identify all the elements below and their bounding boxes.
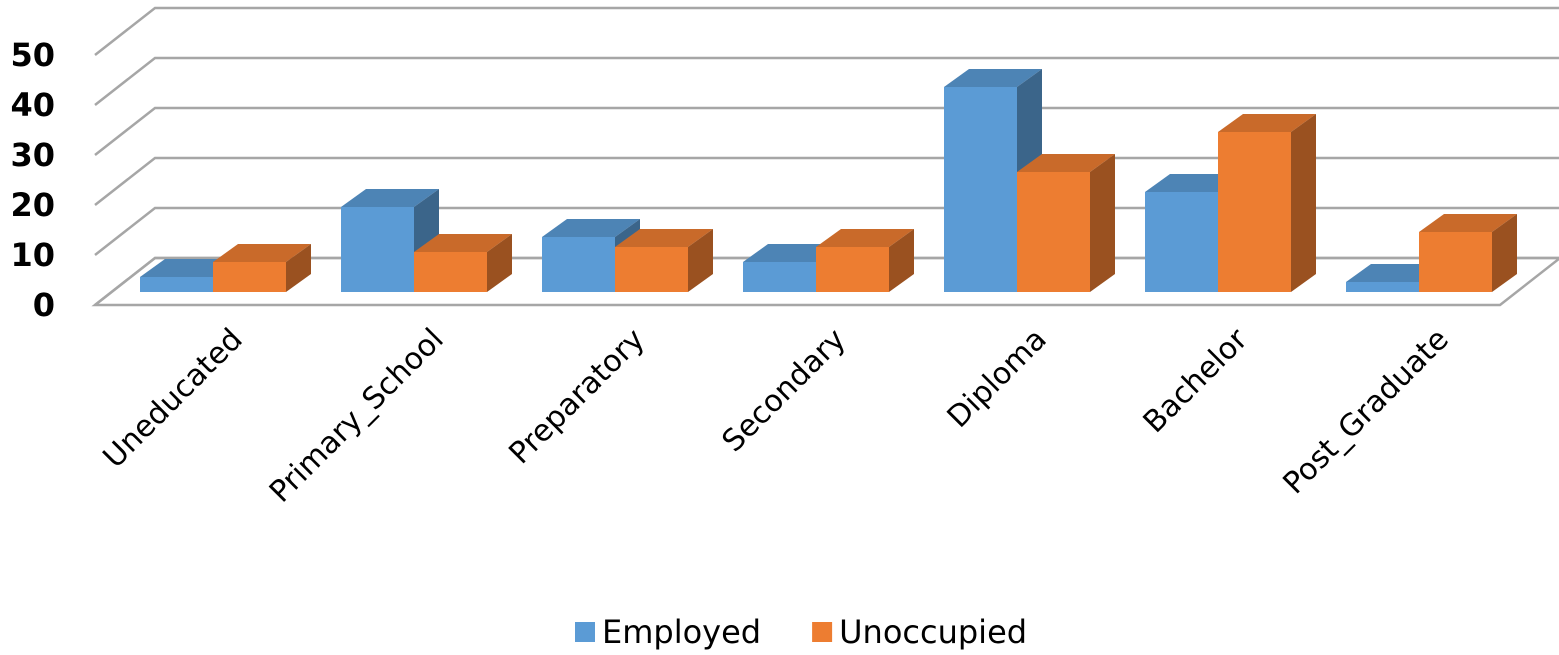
bar-side (1492, 214, 1517, 292)
bar-front (341, 207, 414, 292)
bar-side (688, 229, 713, 292)
bar-front (1346, 282, 1419, 292)
grid-line (94, 156, 1559, 206)
legend-label: Unoccupied (839, 613, 1027, 651)
bar-side (487, 234, 512, 292)
bar-front (1017, 172, 1090, 292)
bar-front (1145, 192, 1218, 292)
bar-top (213, 244, 311, 262)
bar-top (1218, 114, 1316, 132)
bar (341, 189, 439, 292)
bar (1017, 154, 1115, 292)
bar (414, 234, 512, 292)
legend-swatch (575, 622, 595, 642)
bar-front (816, 247, 889, 292)
bar-side (1291, 114, 1316, 292)
x-tick-label: Bachelor (1137, 321, 1256, 440)
bar-front (615, 247, 688, 292)
bar-front (1419, 232, 1492, 292)
legend-swatch (812, 622, 833, 642)
x-tick-label: Preparatory (502, 322, 651, 471)
y-tick-label: 10 (10, 236, 55, 274)
bar-front (1218, 132, 1291, 292)
bar-front (542, 237, 615, 292)
y-tick-label: 0 (33, 286, 55, 324)
bar (213, 244, 311, 292)
bar-top (341, 189, 439, 207)
bar-front (140, 277, 213, 292)
bar-front (743, 262, 816, 292)
bar-front (944, 87, 1017, 292)
bar-top (615, 229, 713, 247)
bar (1218, 114, 1316, 292)
bar (816, 229, 914, 292)
bar-top (542, 219, 640, 237)
bar-front (414, 252, 487, 292)
bar (1419, 214, 1517, 292)
x-tick-label: Uneducated (96, 322, 249, 475)
bar-top (1419, 214, 1517, 232)
x-tick-label: Primary_School (263, 322, 451, 510)
bar-side (889, 229, 914, 292)
y-tick-label: 40 (10, 86, 55, 124)
bar-side (1090, 154, 1115, 292)
bar-side (286, 244, 311, 292)
bar-front (213, 262, 286, 292)
y-tick-label: 30 (10, 136, 55, 174)
grid-line (94, 56, 1559, 106)
x-tick-label: Post_Graduate (1276, 322, 1455, 501)
bar (615, 229, 713, 292)
x-tick-label: Secondary (716, 322, 853, 459)
y-tick-label: 20 (10, 186, 55, 224)
bar-top (944, 69, 1042, 87)
legend-label: Employed (602, 613, 761, 651)
bar-top (414, 234, 512, 252)
bar-top (1017, 154, 1115, 172)
x-tick-label: Diploma (941, 322, 1054, 435)
y-tick-label: 50 (10, 36, 55, 74)
grid-line (94, 106, 1559, 156)
grid-line (94, 6, 1559, 56)
bar-top (816, 229, 914, 247)
